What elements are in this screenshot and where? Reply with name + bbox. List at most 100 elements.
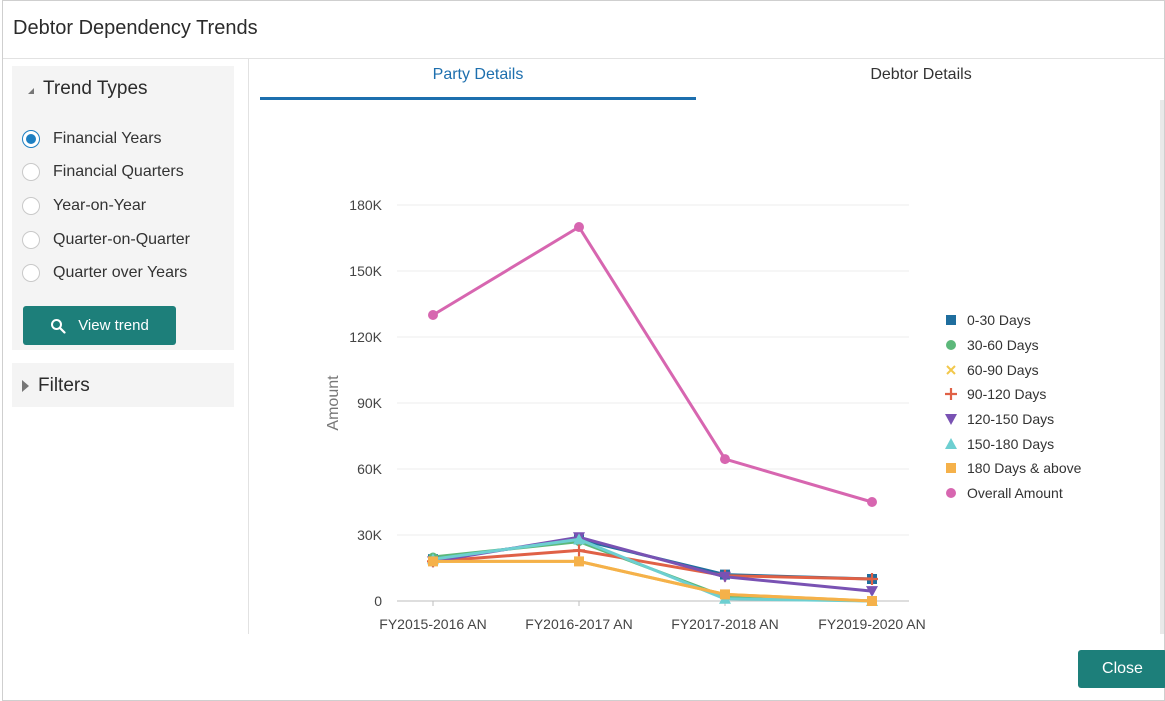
radio-option-quarter-over-years[interactable]: Quarter over Years xyxy=(22,256,190,290)
radio-option-quarter-on-quarter[interactable]: Quarter-on-Quarter xyxy=(22,223,190,257)
x-tick-label: FY2015-2016 AN xyxy=(379,616,486,632)
data-point[interactable] xyxy=(428,310,438,320)
legend-item-overall-amount[interactable]: Overall Amount xyxy=(944,481,1081,506)
data-point[interactable] xyxy=(720,454,730,465)
radio-button[interactable] xyxy=(22,196,40,215)
legend-item-90-120-days[interactable]: 90-120 Days xyxy=(944,382,1081,407)
legend-marker-icon xyxy=(946,315,956,326)
series-line xyxy=(432,548,873,581)
expand-triangle-icon xyxy=(22,380,29,392)
radio-label: Year-on-Year xyxy=(53,196,147,214)
tab-label: Debtor Details xyxy=(870,66,972,83)
legend-marker-icon xyxy=(946,340,956,351)
trend-types-heading: Trend Types xyxy=(43,78,148,99)
legend-marker-icon xyxy=(946,488,956,499)
y-tick-label: 0 xyxy=(374,593,382,609)
data-point[interactable] xyxy=(866,586,878,598)
data-point[interactable] xyxy=(428,556,438,567)
data-point[interactable] xyxy=(720,589,730,600)
chart-legend: 0-30 Days 30-60 Days 60-90 Days 90-120 Days… xyxy=(944,308,1081,506)
radio-label: Financial Quarters xyxy=(53,163,184,181)
filters-header[interactable]: Filters xyxy=(22,375,90,397)
legend-marker[interactable] xyxy=(945,414,957,426)
radio-option-year-on-year[interactable]: Year-on-Year xyxy=(22,189,190,223)
legend-item-120-150-days[interactable]: 120-150 Days xyxy=(944,407,1081,432)
y-tick-label: 90K xyxy=(357,395,383,411)
legend-label: 120-150 Days xyxy=(967,411,1055,428)
series-180-days-above xyxy=(428,556,877,606)
series-line xyxy=(433,559,873,603)
x-tick-label: FY2019-2020 AN xyxy=(818,616,925,632)
tab-label: Party Details xyxy=(432,66,524,83)
legend-marker[interactable] xyxy=(946,488,956,499)
legend-marker[interactable] xyxy=(945,388,957,401)
series-line xyxy=(433,559,873,603)
radio-label: Quarter-on-Quarter xyxy=(53,230,190,248)
y-tick-label: 120K xyxy=(349,329,382,345)
data-point[interactable] xyxy=(573,533,585,545)
trend-types-panel: Trend Types Financial Years Financial Qu… xyxy=(12,66,234,350)
panel-divider xyxy=(248,59,249,634)
legend-marker[interactable] xyxy=(946,463,956,474)
data-point[interactable] xyxy=(867,596,877,606)
y-tick-label: 30K xyxy=(357,527,383,543)
data-point[interactable] xyxy=(719,571,731,583)
x-tick-label: FY2017-2018 AN xyxy=(671,616,778,632)
legend-marker-icon xyxy=(945,414,957,426)
close-label: Close xyxy=(1102,660,1143,677)
series-150-180-days xyxy=(427,533,878,606)
data-point[interactable] xyxy=(867,497,877,507)
radio-button[interactable] xyxy=(22,264,40,283)
data-point[interactable] xyxy=(573,544,585,557)
tab-debtor-details[interactable]: Debtor Details xyxy=(696,66,1146,100)
tab-party-details[interactable]: Party Details xyxy=(260,66,696,100)
radio-option-financial-quarters[interactable]: Financial Quarters xyxy=(22,156,190,190)
legend-label: 30-60 Days xyxy=(967,337,1039,354)
view-trend-button[interactable]: View trend xyxy=(23,306,176,345)
trend-types-header[interactable]: Trend Types xyxy=(22,78,148,100)
data-point[interactable] xyxy=(574,222,584,232)
legend-label: 180 Days & above xyxy=(967,460,1082,477)
legend-label: 90-120 Days xyxy=(967,386,1047,403)
legend-label: Overall Amount xyxy=(967,485,1063,502)
radio-label: Quarter over Years xyxy=(53,264,188,282)
legend-marker-icon xyxy=(946,365,956,375)
search-icon xyxy=(51,318,66,334)
series-line xyxy=(432,537,873,581)
close-button[interactable]: Close xyxy=(1078,650,1165,688)
legend-item-60-90-days[interactable]: 60-90 Days xyxy=(944,357,1081,382)
legend-marker-icon xyxy=(946,463,956,474)
y-tick-label: 60K xyxy=(357,461,383,477)
dialog-titlebar: Debtor Dependency Trends xyxy=(3,1,1164,59)
legend-label: 150-180 Days xyxy=(967,435,1055,452)
legend-marker[interactable] xyxy=(945,437,957,449)
view-trend-label: View trend xyxy=(78,317,149,334)
radio-button[interactable] xyxy=(22,129,40,148)
legend-item-150-180-days[interactable]: 150-180 Days xyxy=(944,431,1081,456)
vertical-scrollbar[interactable] xyxy=(1160,100,1164,634)
legend-item-0-30-days[interactable]: 0-30 Days xyxy=(944,308,1081,333)
legend-marker[interactable] xyxy=(946,340,956,351)
series-overall-amount xyxy=(428,222,877,507)
radio-option-financial-years[interactable]: Financial Years xyxy=(22,122,190,156)
legend-label: 60-90 Days xyxy=(967,361,1039,378)
y-tick-label: 150K xyxy=(349,263,382,279)
trend-line-chart: 0 30K 60K 90K 120K 150K 180K FY2015-2016 AN FY20… xyxy=(325,197,926,632)
data-point[interactable] xyxy=(574,556,584,567)
filters-panel: Filters xyxy=(12,363,234,407)
legend-item-30-60-days[interactable]: 30-60 Days xyxy=(944,333,1081,358)
radio-label: Financial Years xyxy=(53,129,162,147)
series-30-60-days xyxy=(428,537,877,606)
y-axis-title: Amount xyxy=(325,375,342,431)
legend-marker[interactable] xyxy=(946,365,956,375)
trend-type-radio-group: Financial Years Financial Quarters Year-… xyxy=(22,122,190,290)
filters-heading: Filters xyxy=(38,375,90,396)
y-tick-label: 180K xyxy=(349,197,382,213)
collapse-triangle-icon xyxy=(22,88,34,94)
data-point[interactable] xyxy=(866,573,878,585)
radio-button[interactable] xyxy=(22,163,40,182)
legend-item-180-days-above[interactable]: 180 Days & above xyxy=(944,456,1081,481)
radio-button[interactable] xyxy=(22,230,40,249)
legend-marker[interactable] xyxy=(946,315,956,326)
legend-marker-icon xyxy=(945,437,957,449)
